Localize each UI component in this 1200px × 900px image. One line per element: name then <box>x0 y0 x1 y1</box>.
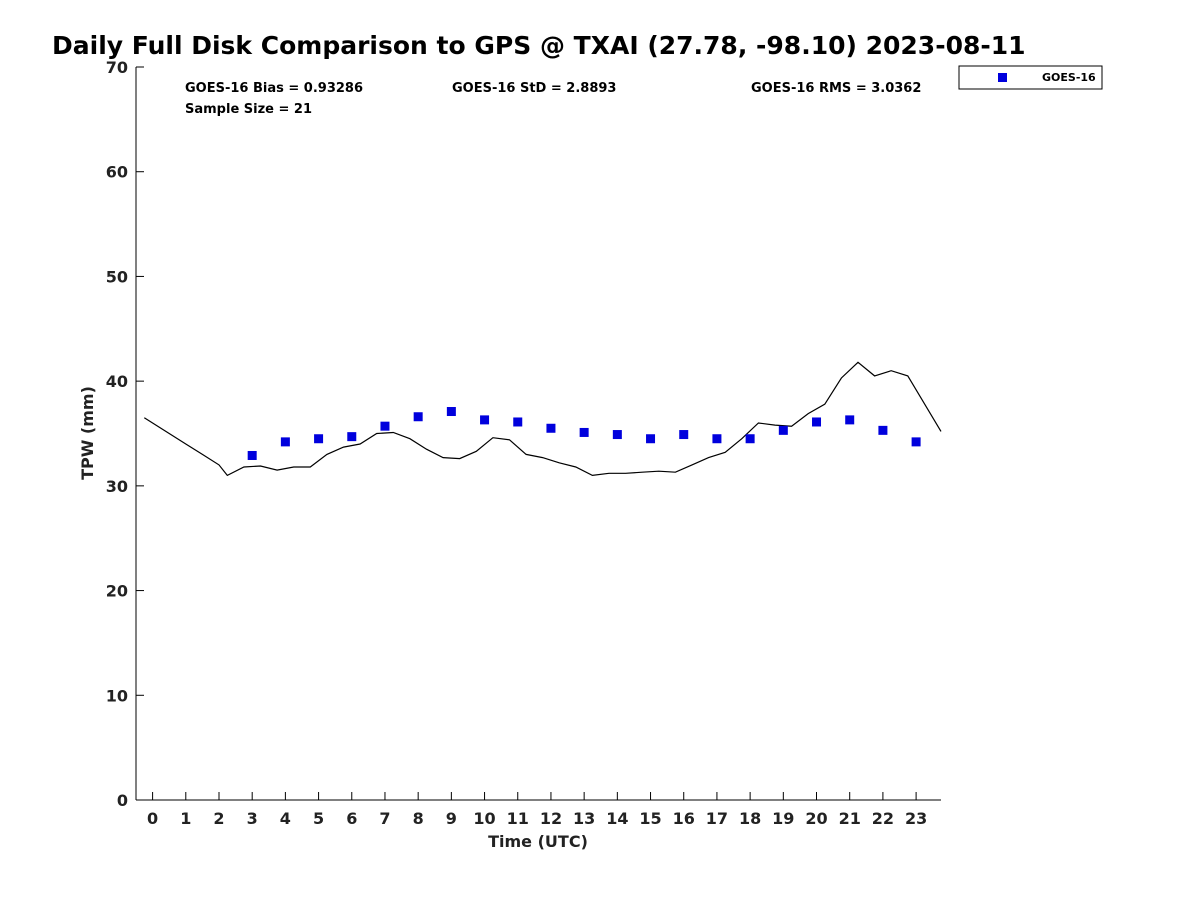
legend-label: GOES-16 <box>1042 71 1096 84</box>
data-point <box>579 427 589 437</box>
x-tick-label: 19 <box>772 809 794 828</box>
x-tick-label: 12 <box>540 809 562 828</box>
x-tick-label: 16 <box>673 809 695 828</box>
chart-title: Daily Full Disk Comparison to GPS @ TXAI… <box>52 31 1026 60</box>
data-point <box>480 415 490 425</box>
gps-line <box>143 361 942 477</box>
x-tick-label: 15 <box>639 809 661 828</box>
stat-std: GOES-16 StD = 2.8893 <box>452 81 616 96</box>
goes16-scatter-series <box>247 407 921 460</box>
x-tick-label: 7 <box>379 809 390 828</box>
x-tick-label: 1 <box>180 809 191 828</box>
data-point <box>646 434 656 444</box>
data-point <box>712 434 722 444</box>
axes <box>135 67 941 801</box>
x-tick-label: 10 <box>473 809 495 828</box>
data-point <box>280 437 290 447</box>
y-tick-label: 70 <box>106 58 128 77</box>
x-tick-label: 20 <box>805 809 827 828</box>
y-tick-label: 50 <box>106 267 128 286</box>
legend: GOES-16 <box>958 65 1103 90</box>
y-tick-label: 10 <box>106 686 128 705</box>
stat-bias: GOES-16 Bias = 0.93286 <box>185 81 363 96</box>
data-point <box>612 430 622 440</box>
x-tick-label: 21 <box>839 809 861 828</box>
x-tick-label: 5 <box>313 809 324 828</box>
x-ticks: 0 1 2 3 4 5 6 7 8 9 10 11 12 13 14 15 16 17 18 19 20 21 22 23 <box>147 792 927 828</box>
data-point <box>513 417 523 427</box>
x-tick-label: 9 <box>446 809 457 828</box>
y-tick-label: 40 <box>106 372 128 391</box>
y-tick-label: 20 <box>106 582 128 601</box>
data-point <box>446 407 456 417</box>
legend-box <box>958 65 1103 90</box>
x-tick-label: 14 <box>606 809 628 828</box>
y-tick-label: 0 <box>117 791 128 810</box>
data-point <box>380 421 390 431</box>
data-point <box>845 415 855 425</box>
x-tick-label: 2 <box>213 809 224 828</box>
x-axis-label: Time (UTC) <box>488 832 588 851</box>
legend-marker <box>998 73 1007 82</box>
x-tick-label: 13 <box>573 809 595 828</box>
y-axis-label: TPW (mm) <box>78 386 97 480</box>
x-tick-label: 3 <box>247 809 258 828</box>
data-point <box>812 417 822 427</box>
data-point <box>546 423 556 433</box>
y-ticks: 0 10 20 30 40 50 60 70 <box>106 58 144 810</box>
data-point <box>679 430 689 440</box>
gps-line-series <box>143 361 942 477</box>
y-tick-label: 60 <box>106 163 128 182</box>
data-point <box>413 412 423 422</box>
x-tick-label: 11 <box>507 809 529 828</box>
data-point <box>745 434 755 444</box>
x-tick-label: 4 <box>280 809 291 828</box>
x-tick-label: 0 <box>147 809 158 828</box>
x-tick-label: 22 <box>872 809 894 828</box>
data-point <box>347 432 357 442</box>
x-tick-label: 6 <box>346 809 357 828</box>
data-point <box>878 425 888 435</box>
x-tick-label: 17 <box>706 809 728 828</box>
y-tick-label: 30 <box>106 477 128 496</box>
stat-rms: GOES-16 RMS = 3.0362 <box>751 81 921 96</box>
x-tick-label: 23 <box>905 809 927 828</box>
data-point <box>778 425 788 435</box>
data-point <box>911 437 921 447</box>
stats-box: GOES-16 Bias = 0.93286 GOES-16 StD = 2.8… <box>185 81 921 117</box>
x-tick-label: 18 <box>739 809 761 828</box>
stat-sample-size: Sample Size = 21 <box>185 102 312 117</box>
x-tick-label: 8 <box>413 809 424 828</box>
data-point <box>314 434 324 444</box>
data-point <box>247 450 257 460</box>
